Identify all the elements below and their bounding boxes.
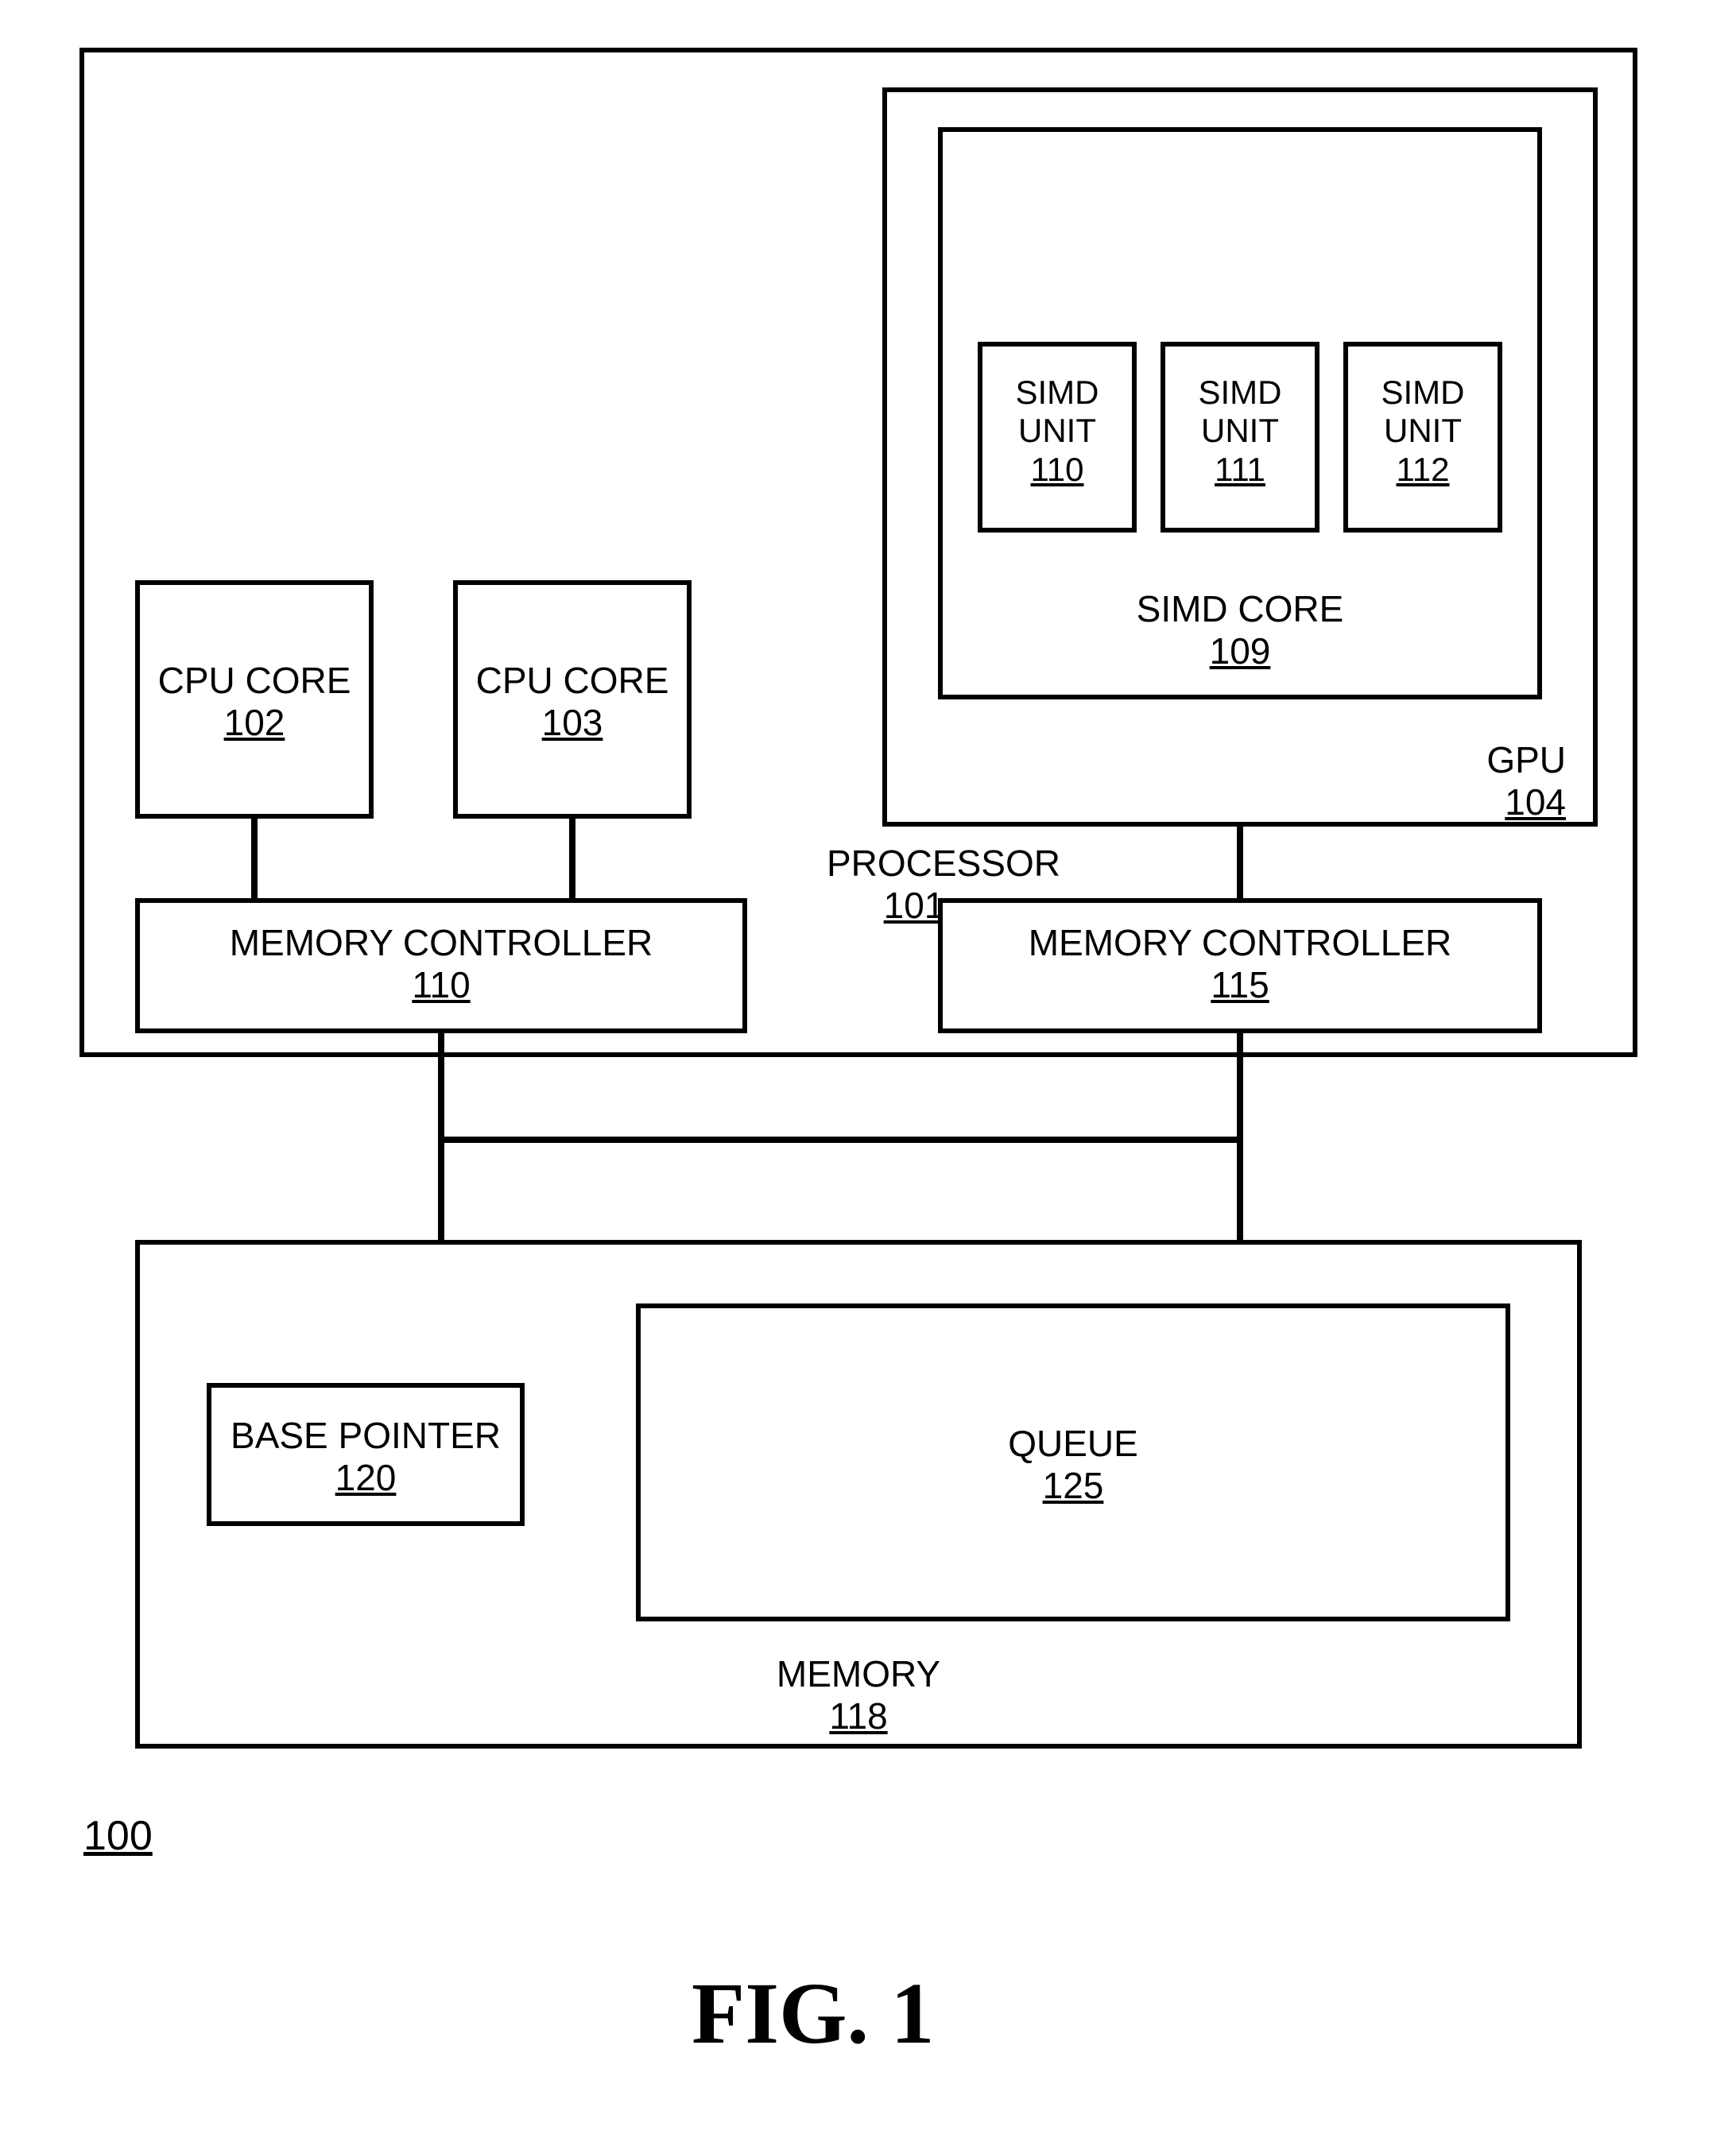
simd-u2-label: SIMDUNIT112 xyxy=(1343,374,1502,489)
conn-crossbar xyxy=(438,1137,1243,1143)
cpu-core-b-num: 103 xyxy=(542,702,603,743)
simd-u0-label: SIMDUNIT110 xyxy=(978,374,1137,489)
base-ptr-text: BASE POINTER xyxy=(231,1415,501,1456)
simd-u2-num: 112 xyxy=(1397,451,1450,488)
gpu-num: 104 xyxy=(1505,781,1566,823)
simd-u1-label: SIMDUNIT111 xyxy=(1161,374,1319,489)
conn-cpu-b-memctl xyxy=(569,819,575,898)
cpu-core-a-label: CPU CORE 102 xyxy=(135,660,374,744)
cpu-core-a-text: CPU CORE xyxy=(158,660,351,701)
memctl-b-num: 115 xyxy=(1211,964,1269,1005)
memctl-b-text: MEMORY CONTROLLER xyxy=(1029,922,1452,963)
cpu-core-b-text: CPU CORE xyxy=(476,660,669,701)
simd-core-num: 109 xyxy=(1210,630,1271,672)
processor-num: 101 xyxy=(884,885,945,926)
processor-label-text: PROCESSOR xyxy=(827,842,1060,884)
memory-label: MEMORY 118 xyxy=(135,1653,1582,1737)
system-ref-num: 100 xyxy=(83,1812,153,1860)
gpu-label: GPU 104 xyxy=(882,739,1598,823)
figure-caption: FIG. 1 xyxy=(692,1963,935,2064)
gpu-text: GPU xyxy=(1486,739,1566,780)
queue-text: QUEUE xyxy=(1008,1423,1138,1464)
memctl-b-label: MEMORY CONTROLLER 115 xyxy=(938,922,1542,1006)
simd-core-label: SIMD CORE 109 xyxy=(938,588,1542,672)
conn-cpu-a-memctl xyxy=(251,819,258,898)
simd-core-text: SIMD CORE xyxy=(1137,588,1344,629)
simd-u0-num: 110 xyxy=(1031,451,1084,488)
memctl-a-num: 110 xyxy=(412,964,470,1005)
memory-text: MEMORY xyxy=(777,1653,940,1695)
simd-u1-num: 111 xyxy=(1215,451,1265,488)
memory-num: 118 xyxy=(829,1695,887,1737)
base-ptr-num: 120 xyxy=(335,1457,397,1498)
queue-label: QUEUE 125 xyxy=(636,1423,1510,1507)
cpu-core-b-label: CPU CORE 103 xyxy=(453,660,692,744)
queue-num: 125 xyxy=(1043,1465,1104,1506)
memctl-a-label: MEMORY CONTROLLER 110 xyxy=(135,922,747,1006)
base-ptr-label: BASE POINTER 120 xyxy=(207,1415,525,1499)
conn-gpu-memctl-b xyxy=(1237,827,1243,898)
cpu-core-a-num: 102 xyxy=(224,702,285,743)
memctl-a-text: MEMORY CONTROLLER xyxy=(230,922,653,963)
